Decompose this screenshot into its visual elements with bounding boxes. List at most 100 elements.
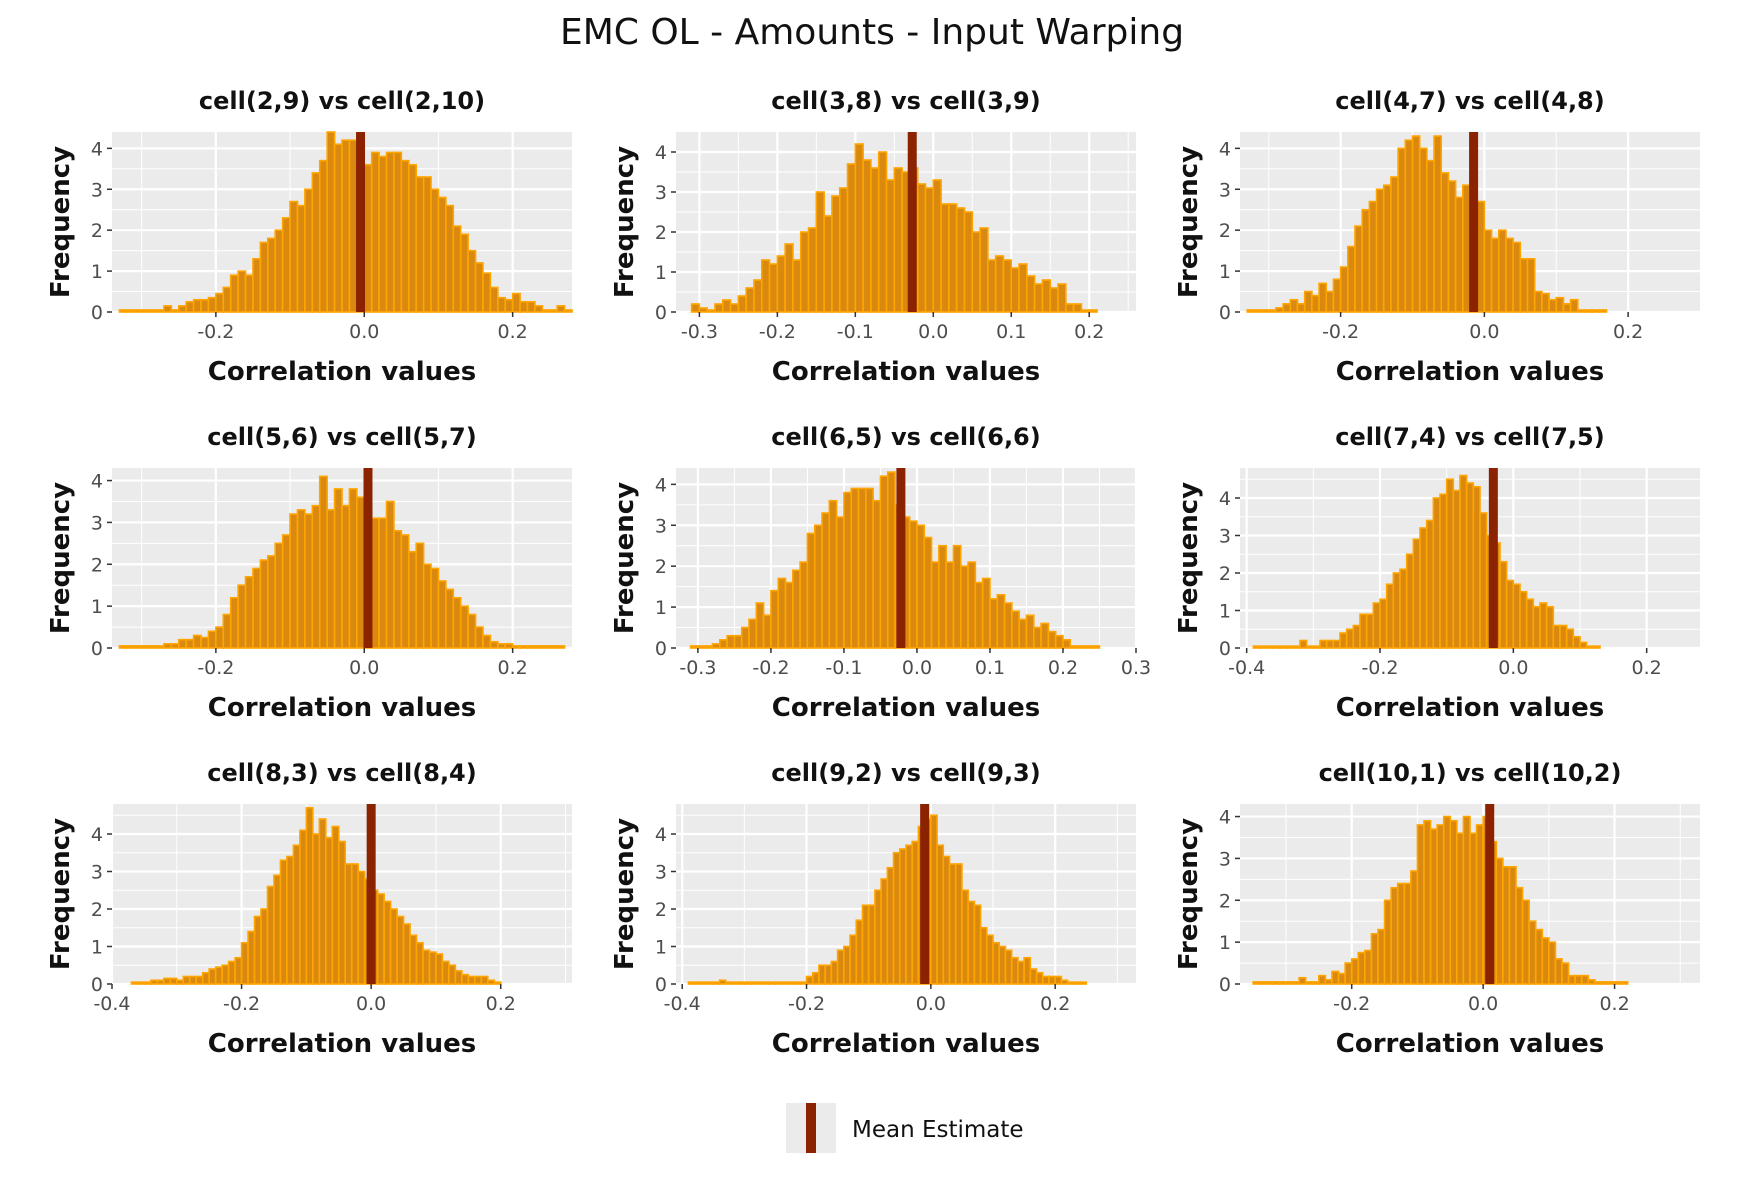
histogram-bar xyxy=(474,262,484,313)
histogram-bar xyxy=(1076,645,1086,649)
histogram-bar xyxy=(768,981,777,985)
x-tick-label: 0.0 xyxy=(1498,657,1528,679)
histogram-bar xyxy=(849,934,858,985)
histogram-bar xyxy=(1344,962,1353,985)
histogram-bar xyxy=(482,272,492,313)
histogram-bar xyxy=(793,981,802,985)
histogram-bar xyxy=(221,964,230,985)
panel-title: cell(8,3) vs cell(8,4) xyxy=(207,759,476,787)
histogram-bar xyxy=(563,309,573,313)
histogram-bar xyxy=(385,500,395,649)
y-tick-label: 4 xyxy=(91,138,103,160)
histogram-bar xyxy=(923,536,933,649)
axis-ticks: -0.2 0.0 0.2 0 1 2 3 4 xyxy=(1219,807,1630,1015)
histogram-bar xyxy=(1054,975,1063,985)
histogram-bar xyxy=(526,300,536,313)
y-tick-label: 1 xyxy=(1219,601,1231,623)
histogram-bar xyxy=(776,255,786,313)
x-tick-label: -0.2 xyxy=(223,993,260,1015)
histogram-bar xyxy=(1368,200,1378,313)
y-tick-label: 2 xyxy=(91,899,103,921)
histogram-bar xyxy=(1252,981,1261,985)
histogram-bar xyxy=(182,975,191,985)
histogram-bar xyxy=(227,960,236,985)
histogram-bar xyxy=(148,309,158,313)
histogram-bar xyxy=(1392,572,1401,649)
histogram-bar xyxy=(133,645,143,649)
histogram-bars xyxy=(1252,815,1629,985)
y-tick-label: 1 xyxy=(1219,261,1231,283)
histogram-bar xyxy=(1018,263,1028,313)
histogram-bar xyxy=(415,542,425,649)
histogram-bar xyxy=(215,292,225,313)
histogram-bar xyxy=(344,863,353,985)
y-tick-label: 2 xyxy=(91,554,103,576)
histogram-bar xyxy=(724,981,733,985)
histogram-bar xyxy=(981,577,991,649)
histogram-bar xyxy=(857,487,867,649)
histogram-bar xyxy=(1080,309,1091,313)
histogram-bar xyxy=(534,305,544,313)
x-tick-label: 0.0 xyxy=(1469,321,1499,343)
histogram-bar xyxy=(1010,267,1020,313)
histogram-bar xyxy=(774,981,783,985)
histogram-bar xyxy=(930,814,938,985)
histogram-bar xyxy=(1260,309,1270,313)
histogram-bar xyxy=(1246,309,1256,313)
histogram-bar xyxy=(1598,309,1608,313)
histogram-bar xyxy=(337,840,347,985)
y-tick-label: 0 xyxy=(655,974,667,996)
histogram-bar xyxy=(215,626,225,649)
histogram-bar xyxy=(1548,941,1557,985)
histogram-bar xyxy=(877,151,888,313)
histogram-bar xyxy=(541,645,551,649)
histogram-bar xyxy=(1072,303,1083,313)
histogram-bar xyxy=(792,569,801,649)
histogram-bar xyxy=(835,516,845,649)
x-axis-title: Correlation values xyxy=(208,1029,476,1059)
histogram-bar xyxy=(874,889,882,985)
y-tick-label: 3 xyxy=(655,862,667,884)
histogram-bar xyxy=(1305,645,1315,649)
y-tick-label: 1 xyxy=(91,596,103,618)
histogram-bar xyxy=(363,163,373,313)
histogram-bar xyxy=(748,618,758,649)
histogram-bar xyxy=(407,550,417,649)
histogram-bar xyxy=(1041,279,1052,313)
histogram-bar xyxy=(1439,493,1448,649)
histogram-bar xyxy=(1541,937,1550,985)
histogram-bar xyxy=(448,964,457,985)
histogram-bar xyxy=(718,979,727,985)
histogram-bar xyxy=(260,908,269,985)
histogram-bar xyxy=(1029,968,1038,985)
histogram-bar xyxy=(252,258,262,313)
histogram-bar xyxy=(289,200,299,313)
histogram-bar xyxy=(185,638,195,649)
histogram-bar xyxy=(200,298,210,313)
panel-title: cell(4,7) vs cell(4,8) xyxy=(1335,87,1604,115)
histogram-bar xyxy=(548,309,558,313)
histogram-bar xyxy=(1267,309,1277,313)
chart-panel: -0.4 -0.2 0.0 0.2 0 1 2 3 4 cell(8,3) vs cell(8,4… xyxy=(46,759,572,1059)
histogram-bar xyxy=(1447,180,1457,313)
histogram-bar xyxy=(279,859,288,985)
histogram-bar xyxy=(229,596,239,649)
histogram-bar xyxy=(428,951,437,985)
histogram-bar xyxy=(1026,275,1036,313)
histogram-bar xyxy=(1425,519,1435,649)
panel-title: cell(10,1) vs cell(10,2) xyxy=(1319,759,1622,787)
histogram-bar xyxy=(942,855,951,985)
y-axis-title: Frequency xyxy=(46,482,76,634)
histogram-bar xyxy=(1041,975,1050,985)
y-axis-title: Frequency xyxy=(610,818,640,970)
histogram-bar xyxy=(815,191,825,313)
histogram-bar xyxy=(474,975,483,985)
histogram-bar xyxy=(989,598,999,649)
histogram-bar xyxy=(409,934,418,985)
histogram-bar xyxy=(304,513,314,649)
histogram-bar xyxy=(348,488,358,649)
histogram-bar xyxy=(140,645,150,649)
histogram-bar xyxy=(126,645,136,649)
histogram-bar xyxy=(1324,979,1333,985)
histogram-bar xyxy=(1426,159,1435,313)
